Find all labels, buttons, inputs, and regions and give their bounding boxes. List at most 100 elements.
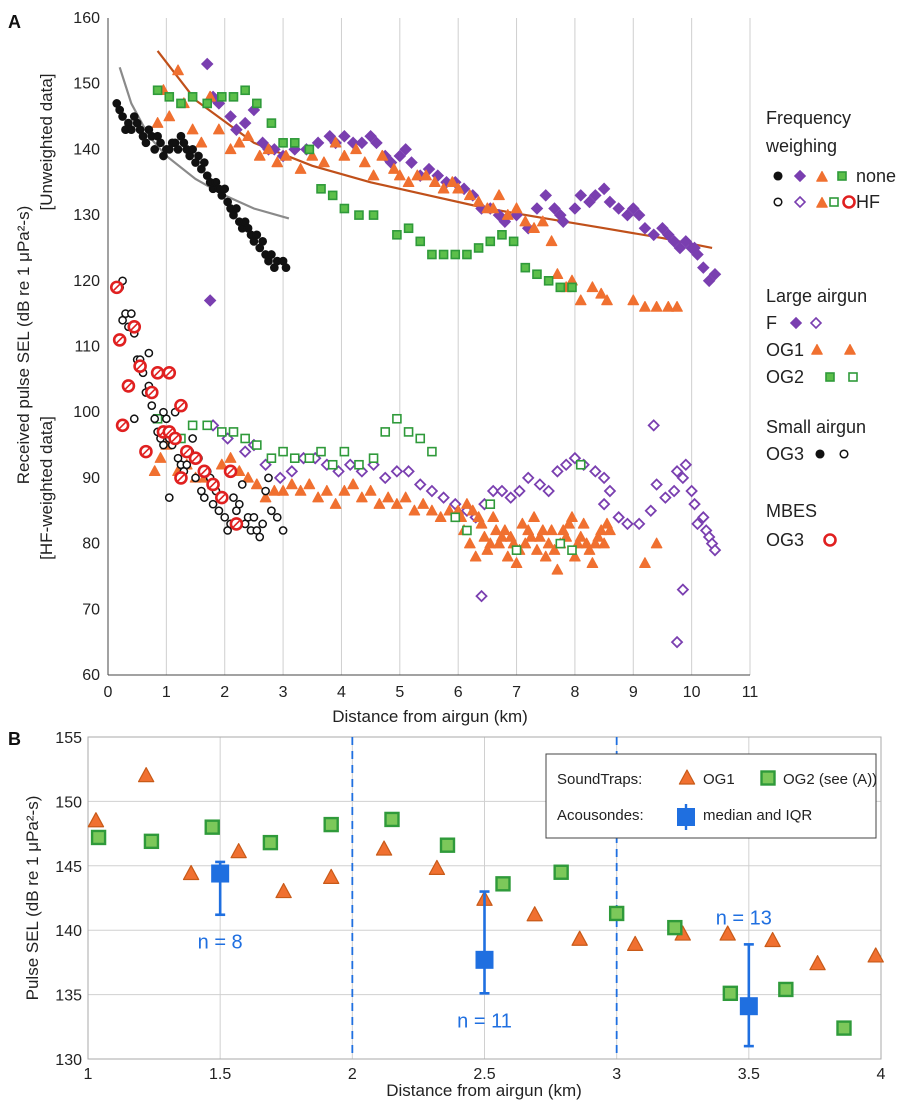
point-og1-hf (487, 511, 500, 523)
point-og1 (809, 955, 826, 971)
point-og2-hf (316, 446, 326, 457)
y-tick-label: 110 (74, 339, 100, 356)
panel-a-label: A (8, 12, 21, 32)
point-og3-hf (214, 506, 224, 516)
point-og2 (722, 985, 739, 1002)
point-og1-none (545, 235, 558, 247)
panel-a-points (109, 57, 722, 649)
x-tick-label: 3 (279, 684, 288, 701)
median-marker (211, 864, 230, 883)
point-og1-hf (566, 511, 578, 523)
point-og1-hf (496, 530, 508, 542)
point-og1 (526, 906, 543, 922)
point-og2-hf (339, 446, 350, 457)
legend-b-og1-label: OG1 (703, 771, 735, 788)
point-og1-none (262, 143, 275, 155)
n-label: n = 11 (457, 1010, 512, 1032)
point-f-hf (597, 497, 611, 511)
point-og3-hf (126, 309, 136, 318)
point-og3-none (232, 204, 241, 213)
ring-slash (200, 467, 208, 475)
point-og1 (867, 947, 884, 963)
point-f-none (702, 274, 716, 288)
point-f-hf (679, 458, 693, 472)
legend-weighting-title-2: weighing (765, 136, 837, 156)
n-label: n = 8 (198, 932, 243, 954)
point-og2-hf (380, 427, 391, 437)
point-og1-hf (224, 452, 237, 463)
legend-mbes-mark (823, 533, 837, 547)
point-og2-none (176, 98, 186, 109)
point-f-hf (659, 491, 672, 504)
point-f-none (203, 294, 217, 307)
point-og2 (143, 833, 160, 850)
point-og2-none (164, 92, 175, 102)
x-tick-label: 1.5 (209, 1066, 231, 1083)
point-f-hf (495, 484, 509, 498)
point-og2-none (316, 184, 326, 194)
point-og2-hf (462, 525, 472, 536)
point-og2-none (354, 210, 364, 220)
point-og1-none (536, 215, 549, 227)
point-og2-none (473, 243, 484, 253)
y-tick-label: 60 (82, 667, 100, 684)
fit-curve-small-airgun (118, 66, 290, 220)
point-f-hf (697, 511, 710, 524)
legend-mbes-hf-mark (842, 195, 856, 209)
point-og2-hf (289, 453, 300, 463)
point-mbes-og3 (179, 444, 194, 459)
point-og1-hf (443, 504, 456, 516)
point-mbes-og3 (197, 464, 212, 479)
ring-slash (218, 494, 226, 502)
point-f-none (679, 235, 693, 248)
point-og3-hf (278, 526, 288, 535)
legend-og3-hf-mark (773, 197, 783, 207)
ring-slash (226, 467, 235, 475)
point-f-none (612, 202, 625, 215)
legend-hf-label: HF (856, 192, 880, 212)
point-og2-none (217, 92, 227, 102)
point-og1-hf (539, 550, 552, 562)
point-og3-none (252, 230, 262, 240)
point-og1-hf (469, 550, 482, 562)
point-og3-hf (182, 460, 192, 470)
point-og2-hf (567, 545, 577, 555)
point-og3-hf (220, 512, 230, 522)
point-og3-hf (229, 493, 238, 502)
panel-a-y-label-upper: [Unweighted data] (37, 73, 56, 210)
acousonde-median-iqr: n = 13 (716, 907, 772, 1048)
point-og1-hf (481, 544, 494, 555)
point-og1-hf (399, 491, 412, 503)
point-og1 (87, 812, 105, 828)
legend-mbes-title: MBES (766, 501, 817, 521)
point-og1-none (402, 176, 415, 187)
point-og1-hf (426, 504, 438, 516)
point-f-none (399, 143, 412, 156)
point-og1-hf (484, 537, 497, 549)
point-og2 (495, 876, 511, 892)
point-f-none (626, 202, 640, 215)
point-og1 (275, 882, 292, 899)
point-f-none (673, 241, 687, 255)
point-og1-none (452, 182, 465, 194)
point-og1-hf (259, 491, 272, 503)
acousonde-median-iqr: n = 8 (198, 860, 243, 954)
ring-slash (142, 448, 150, 456)
point-f-none (638, 221, 652, 235)
point-og3-hf (255, 532, 265, 542)
point-og1-hf (303, 478, 316, 490)
point-og1-none (350, 143, 362, 155)
y-tick-label: 100 (73, 404, 100, 421)
point-og3-hf (188, 434, 197, 443)
point-og1 (322, 868, 340, 884)
point-f-hf (513, 484, 526, 498)
x-tick-label: 4 (877, 1066, 886, 1083)
y-tick-label: 130 (73, 207, 100, 224)
panel-b-legend: SoundTraps: OG1 OG2 (see (A)) Acousondes… (545, 753, 877, 839)
point-f-none (548, 202, 561, 215)
point-og1-none (627, 294, 640, 306)
point-og2-none (368, 210, 379, 220)
point-og3-hf (237, 480, 247, 489)
x-tick-label: 3.5 (738, 1066, 760, 1083)
